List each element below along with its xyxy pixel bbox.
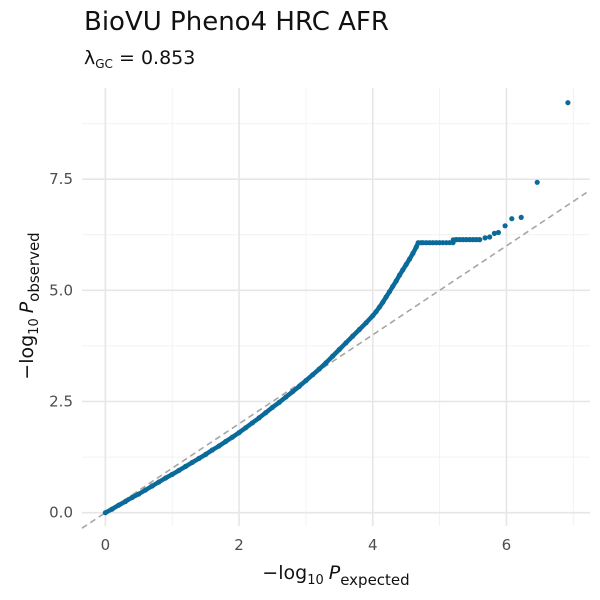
data-point (495, 229, 501, 236)
data-point (491, 230, 497, 236)
data-point (565, 100, 571, 106)
chart-title: BioVU Pheno4 HRC AFR (84, 7, 389, 37)
y-tick-label: 7.5 (49, 170, 73, 188)
points-group (102, 100, 571, 516)
x-tick-label: 0 (101, 536, 111, 554)
x-tick-label: 2 (234, 536, 244, 554)
x-tick-label: 4 (368, 536, 378, 554)
x-axis-title: −log10 Pexpected (262, 562, 409, 589)
y-tick-label: 0.0 (49, 504, 73, 522)
dense-points-band (103, 240, 421, 515)
equals-sign: = (112, 47, 141, 69)
x-tick-labels: 0 2 4 6 (101, 536, 512, 554)
y-axis-title: −log10Pobserved (16, 232, 43, 379)
chart-subtitle: λGC = 0.853 (84, 46, 195, 76)
reference-line (81, 189, 591, 529)
data-point (502, 223, 508, 229)
data-point (534, 179, 540, 185)
data-point (509, 216, 515, 222)
lambda-value: 0.853 (140, 47, 196, 69)
reference-line-group (81, 189, 591, 529)
y-tick-label: 2.5 (49, 392, 73, 410)
lambda-symbol: λ (84, 47, 96, 69)
data-point (518, 214, 524, 220)
y-tick-label: 5.0 (49, 281, 73, 299)
data-point (487, 234, 493, 240)
data-point (482, 235, 488, 241)
x-tick-label: 6 (502, 536, 512, 554)
y-tick-labels: 0.0 2.5 5.0 7.5 (49, 170, 73, 522)
grid (82, 88, 590, 526)
lambda-subscript: GC (95, 57, 113, 71)
